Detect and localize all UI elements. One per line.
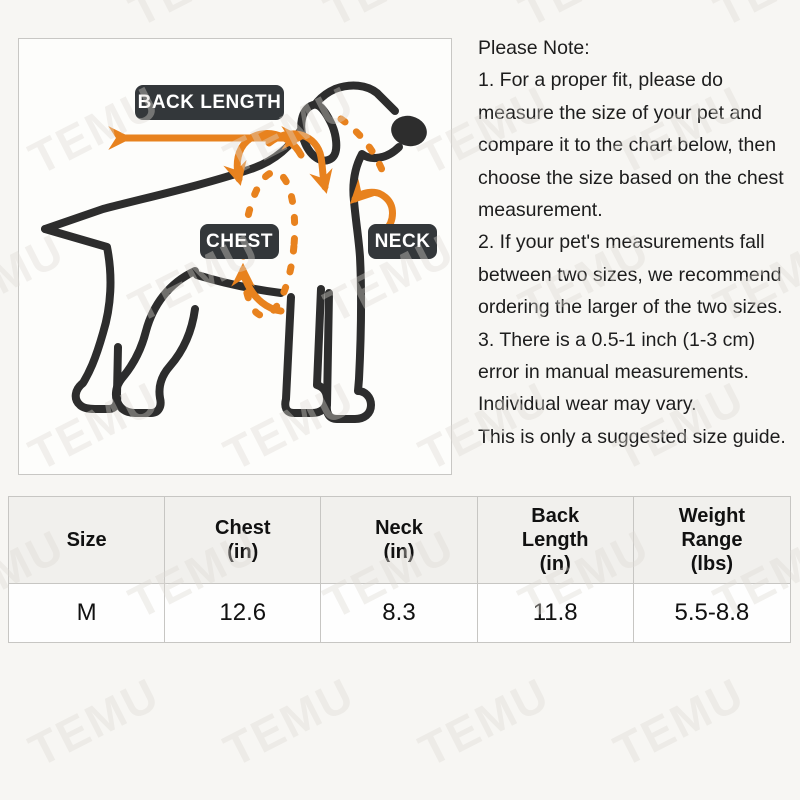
dog-nose — [391, 115, 427, 147]
cell-chest: 12.6 — [165, 584, 322, 642]
cell-neck: 8.3 — [321, 584, 478, 642]
watermark-text: TEMU — [215, 667, 363, 777]
withers-arrow — [265, 130, 333, 194]
dog-measurement-illustration — [41, 81, 427, 423]
watermark-text: TEMU — [410, 667, 558, 777]
notes-panel: Please Note: 1. For a proper fit, please… — [478, 32, 799, 453]
cell-back-length: 11.8 — [478, 584, 634, 642]
watermark-text: TEMU — [315, 0, 463, 37]
note-item-1: 1. For a proper fit, please do measure t… — [478, 69, 784, 222]
note-item-3: 3. There is a 0.5-1 inch (1-3 cm) error … — [478, 328, 756, 416]
cell-weight-range: 5.5-8.8 — [674, 599, 750, 626]
chest-girth-dashes — [239, 168, 299, 320]
back-length-badge: BACK LENGTH — [135, 85, 284, 120]
size-table: Size Chest (in) Neck (in) Back Length (i… — [8, 496, 791, 643]
header-chest: Chest (in) — [165, 497, 322, 583]
neck-arrow — [349, 178, 396, 235]
note-item-4: This is only a suggested size guide. — [478, 425, 786, 448]
header-neck: Neck (in) — [321, 497, 478, 583]
neck-girth-dashes — [337, 115, 388, 179]
watermark-text: TEMU — [120, 0, 268, 37]
table-header-row: Size Chest (in) Neck (in) Back Length (i… — [9, 497, 790, 584]
neck-badge: NECK — [368, 224, 437, 259]
header-size: Size — [9, 497, 166, 583]
watermark-text: TEMU — [605, 667, 753, 777]
chest-arrow-bottom — [231, 262, 285, 315]
chest-arrow-top — [223, 130, 305, 186]
header-weight-range: Weight Range (lbs) — [678, 505, 746, 575]
chest-badge: CHEST — [200, 224, 279, 259]
table-row: M 12.6 8.3 11.8 5.5-8.8 — [9, 584, 790, 642]
watermark-text: TEMU — [20, 667, 168, 777]
watermark-text: TEMU — [0, 0, 73, 37]
measurement-marks — [108, 115, 396, 320]
size-diagram-card: BACK LENGTH CHEST NECK — [18, 38, 452, 475]
cell-size: M — [9, 584, 166, 642]
header-back-length: Back Length (in) — [478, 497, 634, 583]
note-item-2: 2. If your pet's measurements fall betwe… — [478, 231, 783, 319]
notes-title: Please Note: — [478, 37, 590, 59]
